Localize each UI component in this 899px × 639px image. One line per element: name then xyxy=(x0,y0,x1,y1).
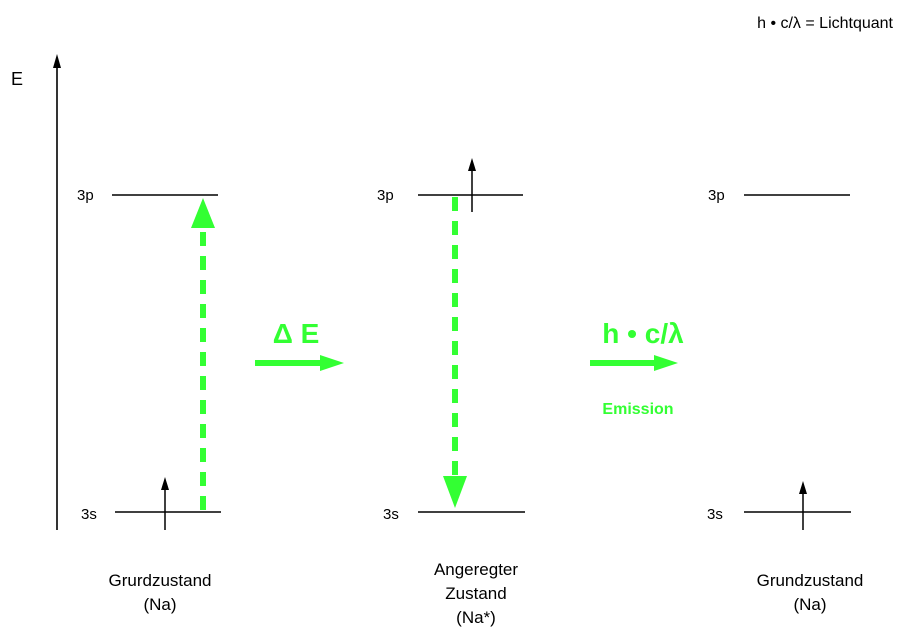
state-label-line2: (Na) xyxy=(793,595,826,614)
state-excited: 3p 3s Angeregter Zustand (Na*) xyxy=(377,158,525,627)
state-label-line1: Grurdzustand xyxy=(109,571,212,590)
excitation-arrow xyxy=(255,355,344,371)
level-label-3s: 3s xyxy=(707,506,723,523)
emission-formula-label: h • c/λ xyxy=(602,318,684,349)
state-label-line3: (Na*) xyxy=(456,608,496,627)
electron-arrowhead xyxy=(468,158,476,171)
emission-label: Emission xyxy=(602,401,673,418)
relaxation-arrow xyxy=(590,355,678,371)
state-label-line2: (Na) xyxy=(143,595,176,614)
legend-text: h • c/λ = Lichtquant xyxy=(757,15,893,32)
emission-arrowhead xyxy=(443,476,467,508)
state-label-line2: Zustand xyxy=(445,584,506,603)
level-label-3p: 3p xyxy=(77,187,94,204)
state-ground-left: 3p 3s Grurdzustand (Na) xyxy=(77,187,221,614)
absorption-arrowhead xyxy=(191,198,215,228)
state-ground-right: 3p 3s Grundzustand (Na) xyxy=(707,187,863,614)
delta-e-label: Δ E xyxy=(273,318,320,349)
level-label-3s: 3s xyxy=(81,506,97,523)
state-label-line1: Grundzustand xyxy=(757,571,864,590)
electron-arrowhead xyxy=(161,477,169,490)
state-label-line1: Angeregter xyxy=(434,560,518,579)
energy-axis-label: E xyxy=(11,69,23,89)
level-label-3s: 3s xyxy=(383,506,399,523)
energy-axis-arrowhead xyxy=(53,54,61,68)
level-label-3p: 3p xyxy=(377,187,394,204)
electron-arrowhead xyxy=(799,481,807,494)
level-label-3p: 3p xyxy=(708,187,725,204)
